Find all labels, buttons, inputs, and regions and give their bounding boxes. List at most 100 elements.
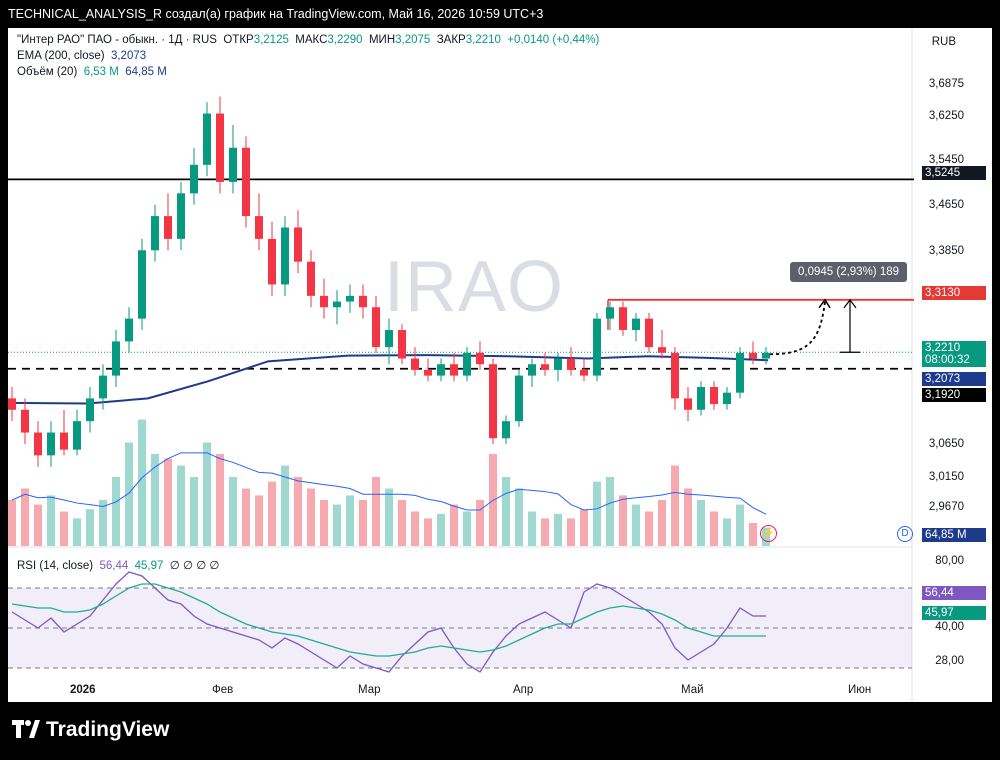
volume-bar <box>450 504 458 546</box>
rsi-ma-line <box>11 583 766 657</box>
price-tick: 3,0150 <box>928 471 964 483</box>
volume-bar <box>645 511 653 546</box>
candle-body <box>359 295 367 308</box>
candle-body <box>125 318 133 342</box>
measure-arrowhead <box>843 298 857 309</box>
flash-icon[interactable]: ⚡ <box>760 525 777 542</box>
volume-bar <box>632 504 640 546</box>
symbol-name: "Интер РАО" ПАО - обыкн. · 1Д · RUS <box>17 34 217 46</box>
volume-tag: 64,85 M <box>922 528 986 542</box>
volume-bar <box>190 477 198 546</box>
volume-bar <box>554 513 562 546</box>
volume-bar <box>333 504 341 546</box>
volume-bar <box>47 495 55 546</box>
dividend-icon[interactable]: D <box>897 526 913 542</box>
price-tick: 3,0650 <box>928 438 964 450</box>
close-label: ЗАКР <box>436 34 466 46</box>
volume-bar <box>294 477 302 546</box>
price-tick: 3,6875 <box>928 78 964 90</box>
ema-legend: EMA (200, close) 3,2073 <box>17 50 146 62</box>
candle-body <box>112 341 120 376</box>
high-label: МАКС <box>295 34 328 46</box>
candle-body <box>242 147 250 217</box>
currency-label[interactable]: RUB <box>931 36 956 48</box>
volume-bar <box>385 488 393 546</box>
open-value: 3,2125 <box>253 34 289 46</box>
projection-arrowhead <box>818 298 831 309</box>
time-tick: Мар <box>358 684 381 696</box>
low-value: 3,2075 <box>395 34 431 46</box>
volume-bar <box>177 465 185 546</box>
rsi-legend: RSI (14, close) 56,44 45,97 ∅ ∅ ∅ ∅ <box>17 558 219 572</box>
candle-body <box>489 364 497 439</box>
candle-body <box>697 386 705 410</box>
volume-bar <box>320 500 328 546</box>
volume-bar <box>697 500 705 546</box>
chart-canvas[interactable] <box>8 28 992 702</box>
candle-body <box>21 409 29 433</box>
candle-body <box>593 318 601 376</box>
volume-bar <box>255 495 263 546</box>
rsi-tick: 40,00 <box>935 621 964 633</box>
rsi-ma-value: 45,97 <box>134 560 164 572</box>
candle-body <box>671 352 679 399</box>
volume-bar <box>619 495 627 546</box>
candle-body <box>515 375 523 422</box>
volume-bar <box>567 518 575 546</box>
volume-bar <box>398 500 406 546</box>
candle-body <box>203 113 211 165</box>
chart-panel[interactable]: "Интер РАО" ПАО - обыкн. · 1Д · RUS ОТКР… <box>8 28 992 702</box>
volume-bar <box>21 488 29 546</box>
candle-body <box>450 364 458 376</box>
support-tag: 3,1920 <box>922 388 986 402</box>
ema-line <box>8 354 769 405</box>
volume-bar <box>541 518 549 546</box>
rsi-tag: 56,44 <box>922 586 986 600</box>
volume-bar <box>112 477 120 546</box>
volume-bar <box>164 458 172 546</box>
candle-body <box>554 358 562 370</box>
volume-bar <box>86 509 94 546</box>
candle-body <box>541 364 549 370</box>
candle-body <box>229 147 237 182</box>
candle-body <box>736 352 744 393</box>
current-price: 3,2210 <box>925 342 961 354</box>
volume-bar <box>359 500 367 546</box>
resistance-tag: 3,3130 <box>922 286 986 300</box>
volume-bar <box>671 465 679 546</box>
candle-body <box>398 330 406 359</box>
candle-body <box>86 398 94 422</box>
brand-name: TradingView <box>46 718 170 741</box>
rsi-label: RSI (14, close) <box>17 560 94 572</box>
volume-ma-value: 64,85 M <box>125 66 167 78</box>
candle-body <box>294 227 302 262</box>
candle-body <box>307 261 315 296</box>
volume-bar <box>268 481 276 546</box>
price-tick: 3,3850 <box>928 245 964 257</box>
candle-body <box>320 295 328 308</box>
volume-value: 6,53 M <box>83 66 119 78</box>
price-tick: 3,5450 <box>928 154 964 166</box>
candle-body <box>723 392 731 405</box>
volume-bar <box>684 488 692 546</box>
candle-body <box>73 421 81 450</box>
time-tick: Май <box>681 684 704 696</box>
candle-body <box>268 238 276 285</box>
rsi-extra: ∅ ∅ ∅ ∅ <box>169 560 220 572</box>
volume-bar <box>203 442 211 546</box>
candle-body <box>8 398 16 410</box>
time-tick: Июн <box>848 684 872 696</box>
volume-bar <box>151 454 159 546</box>
low-label: МИН <box>368 34 396 46</box>
price-tick: 2,9670 <box>928 501 964 513</box>
candle-body <box>710 386 718 405</box>
candle-body <box>749 352 757 359</box>
candle-body <box>138 250 146 319</box>
volume-bar <box>528 511 536 546</box>
candle-body <box>606 307 614 319</box>
volume-bar <box>216 454 224 546</box>
candle-body <box>762 352 770 359</box>
candle-body <box>346 295 354 302</box>
volume-bar <box>138 419 146 546</box>
volume-bar <box>606 477 614 546</box>
